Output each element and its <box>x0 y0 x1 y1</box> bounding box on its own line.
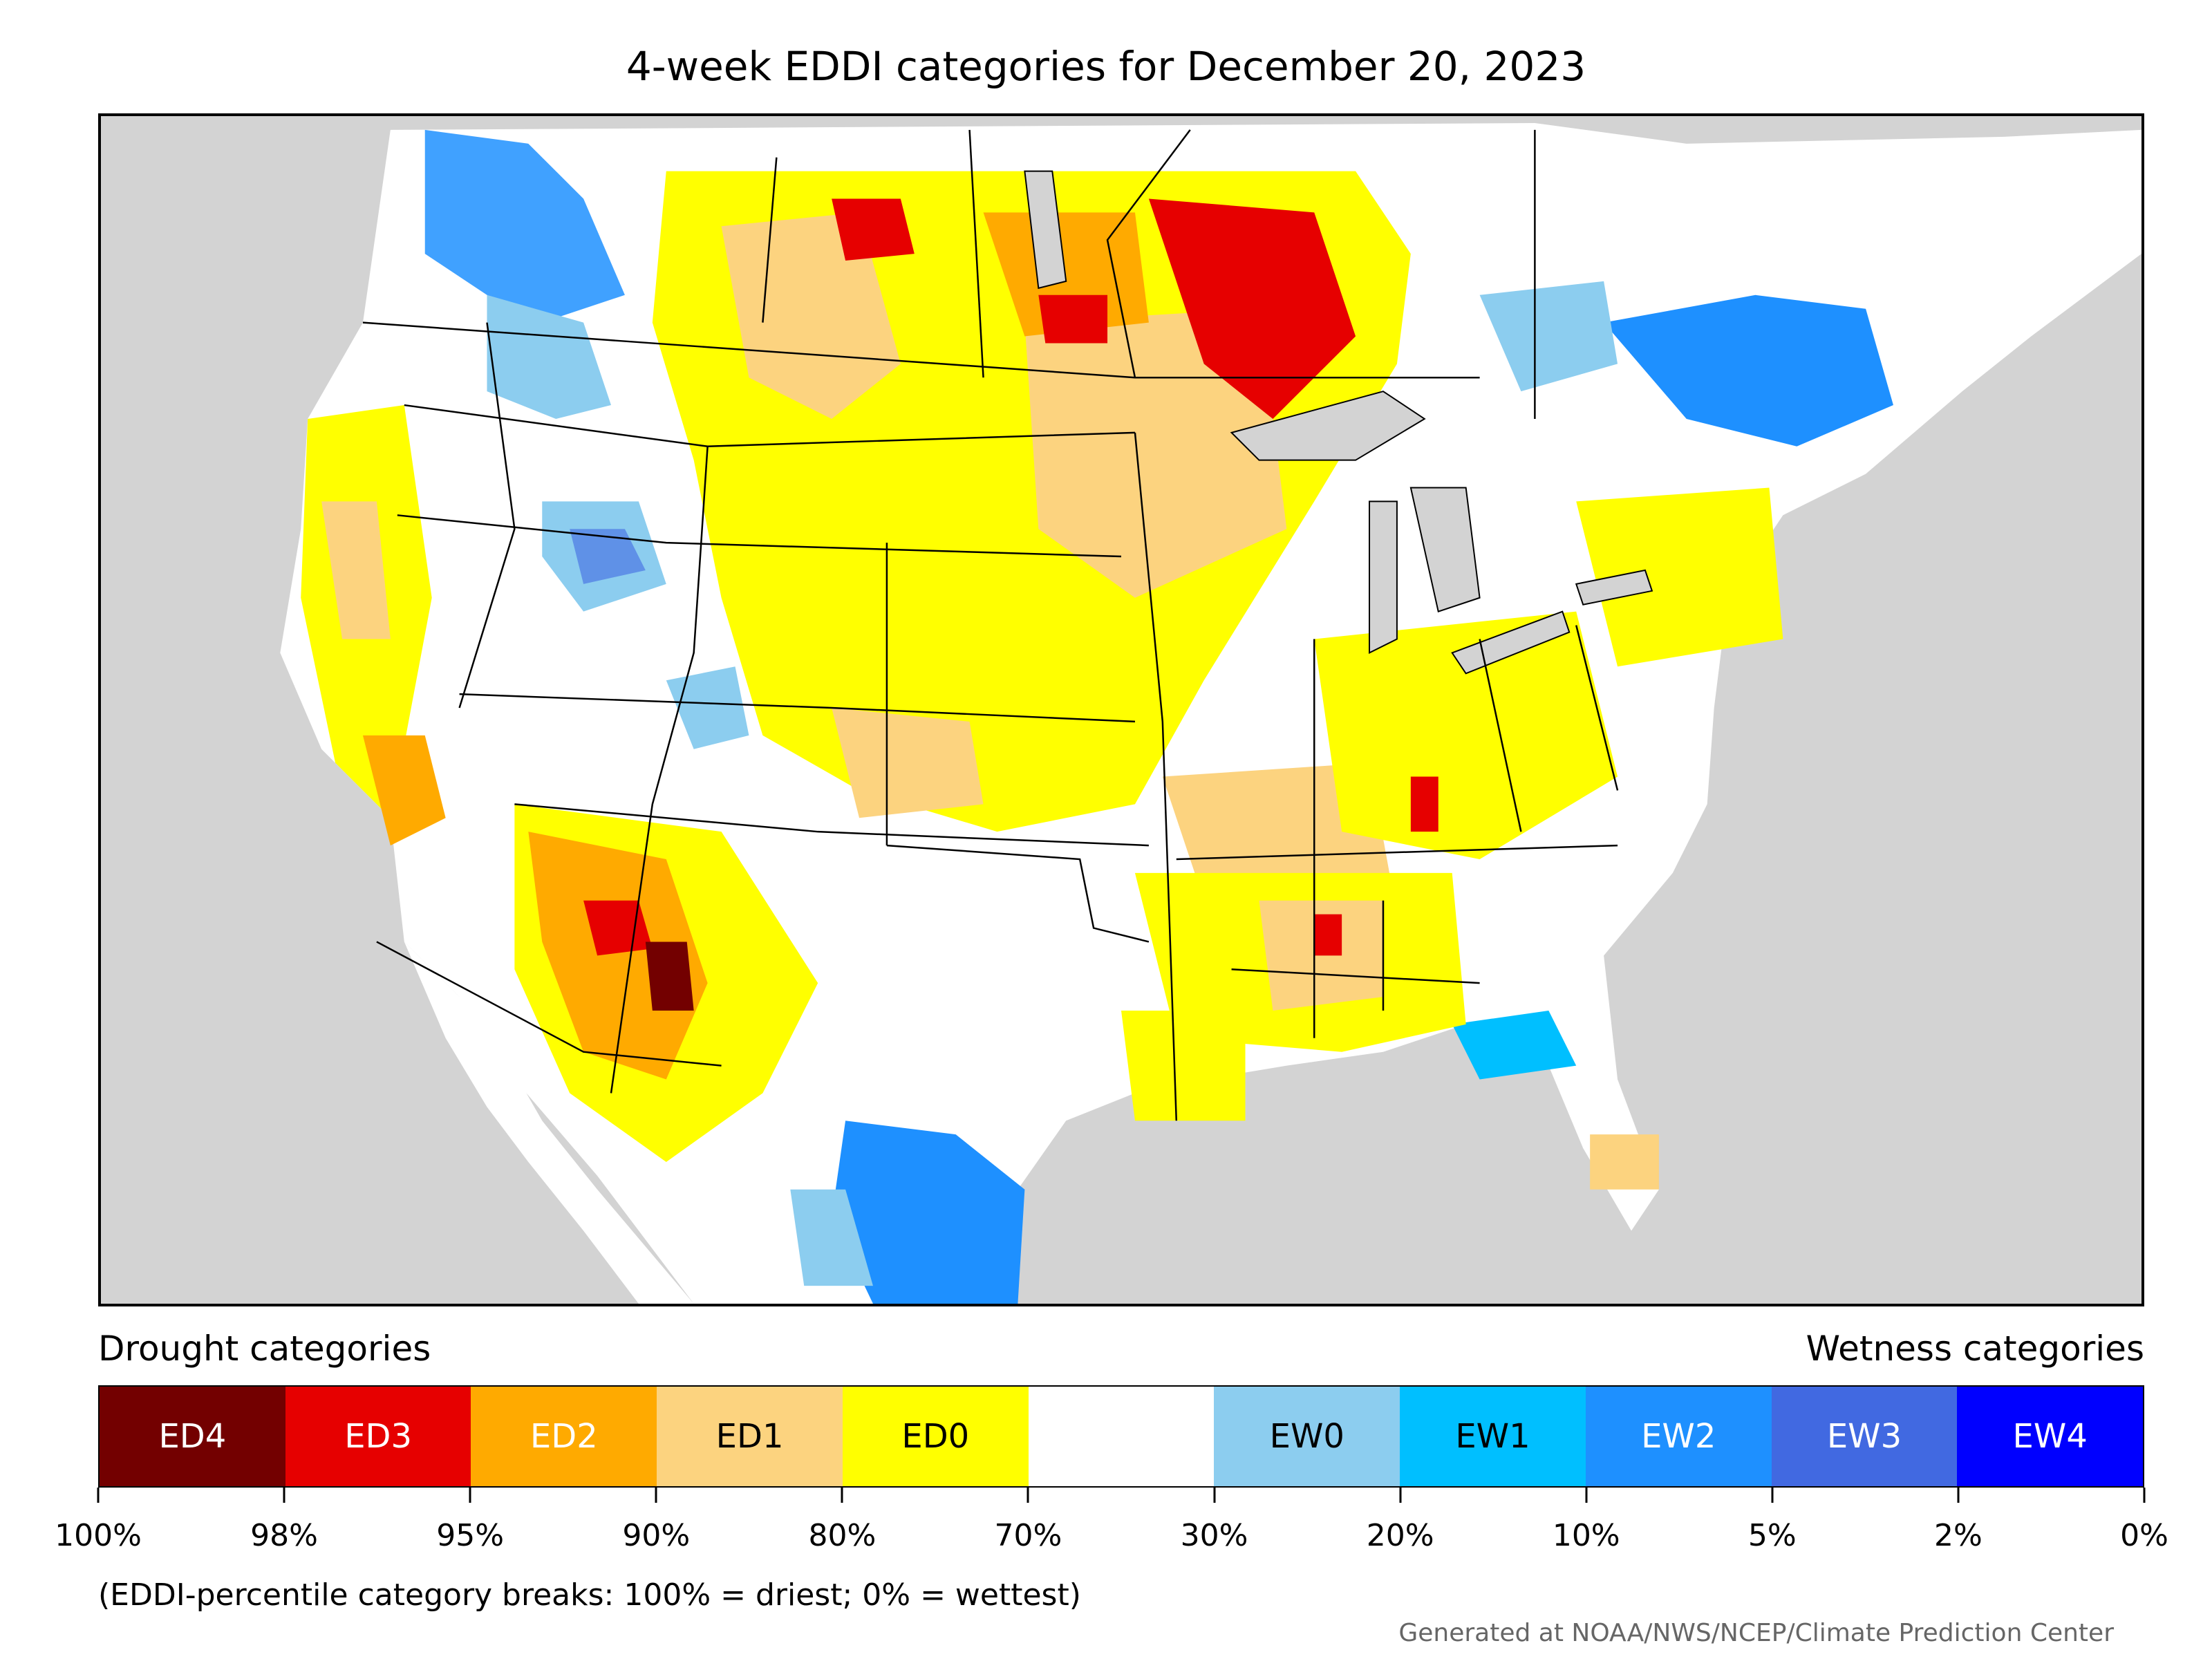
ed3-canada <box>1148 198 1356 419</box>
wetness-categories-label: Wetness categories <box>1806 1329 2144 1369</box>
colorbar-cell-ew2: EW2 <box>1585 1387 1772 1486</box>
colorbar-tick-label: 95% <box>436 1518 505 1553</box>
political-borders <box>362 129 1619 1121</box>
ed4-arizona <box>645 941 694 1011</box>
lake-michigan <box>1369 500 1398 654</box>
ew-idaho-2 <box>570 529 646 584</box>
colorbar-cell-ed3: ED3 <box>285 1387 471 1486</box>
credit-line: Generated at NOAA/NWS/NCEP/Climate Predi… <box>1398 1619 2114 1647</box>
ed3-kentucky <box>1410 776 1438 832</box>
ed0-new-england <box>1576 487 1783 667</box>
map-title: 4-week EDDI categories for December 20, … <box>626 43 1586 90</box>
colorbar-tick <box>1957 1488 1960 1503</box>
colorbar-tick <box>1027 1488 1029 1503</box>
colorbar-cell-ed1: ED1 <box>657 1387 843 1486</box>
colorbar-tick <box>655 1488 657 1503</box>
colorbar-tick <box>841 1488 843 1503</box>
colorbar-cell-ew1: EW1 <box>1400 1387 1586 1486</box>
colorbar-tick <box>469 1488 471 1503</box>
ed1-west-coast <box>321 501 391 639</box>
colorbar-tick <box>283 1488 285 1503</box>
colorbar-tick-label: 20% <box>1366 1518 1434 1553</box>
colorbar-tick-label: 80% <box>808 1518 877 1553</box>
map-panel <box>98 113 2144 1306</box>
colorbar-cell-ed0: ED0 <box>842 1387 1029 1486</box>
mexico-land <box>404 941 694 1304</box>
eddi-map <box>280 122 2141 1304</box>
colorbar-tick-label: 0% <box>2120 1518 2168 1553</box>
colorbar-tick <box>1771 1488 1774 1503</box>
ed0-ohio-valley <box>1314 611 1618 859</box>
colorbar-tick-label: 70% <box>994 1518 1062 1553</box>
ed1-northern-plains <box>721 212 901 419</box>
lake-huron <box>1409 487 1481 612</box>
lake-erie <box>1451 610 1571 675</box>
colorbar-cell-ew3: EW3 <box>1771 1387 1958 1486</box>
colorbar-cell-ed2: ED2 <box>471 1387 657 1486</box>
colorbar-tick <box>2143 1488 2146 1503</box>
colorbar-tick-label: 2% <box>1934 1518 1983 1553</box>
colorbar-tick <box>1399 1488 1402 1503</box>
colorbar-cell-normal <box>1028 1387 1215 1486</box>
ed0-texas-coast <box>1121 1010 1246 1121</box>
colorbar-tick <box>1213 1488 1216 1503</box>
ew-gulf <box>1452 1010 1577 1080</box>
ew-pacific-northwest <box>424 129 625 323</box>
ew-texas <box>832 1121 1025 1304</box>
ed3-mb <box>1038 294 1108 344</box>
colorbar-tick <box>1585 1488 1588 1503</box>
lake-superior <box>1230 391 1426 461</box>
colorbar-tick-label: 100% <box>55 1518 142 1553</box>
colorbar-tick-label: 98% <box>250 1518 318 1553</box>
ew-northeast <box>1604 294 1893 447</box>
ed1-kansas <box>832 708 984 818</box>
ed3-saskatchewan <box>832 198 915 261</box>
colorbar-cell-ew0: EW0 <box>1214 1387 1400 1486</box>
ew-colorado <box>666 666 749 749</box>
ed1-florida <box>1590 1134 1659 1190</box>
colorbar-tick-label: 30% <box>1180 1518 1248 1553</box>
ed1-midwest <box>1024 308 1287 598</box>
colorbar-tick-label: 90% <box>622 1518 691 1553</box>
ed3-arizona <box>583 900 653 956</box>
category-note: (EDDI-percentile category breaks: 100% =… <box>98 1577 1081 1613</box>
colorbar-cell-ew4: EW4 <box>1957 1387 2144 1486</box>
ed2-arizona <box>528 832 708 1080</box>
colorbar-tick <box>97 1488 100 1503</box>
ew-northeast-light <box>1479 281 1618 392</box>
lake-ontario <box>1575 569 1653 606</box>
category-colorbar: ED4 ED3 ED2 ED1 ED0 EW0 EW1 EW2 EW3 EW4 <box>98 1385 2144 1488</box>
colorbar-cell-ed4: ED4 <box>100 1387 285 1486</box>
ed3-mississippi <box>1314 914 1342 956</box>
colorbar-tick-label: 10% <box>1552 1518 1620 1553</box>
ew-pnw-light <box>487 294 611 419</box>
ew-texas-light <box>790 1189 873 1286</box>
drought-categories-label: Drought categories <box>98 1329 431 1369</box>
lake-winnipeg <box>1024 170 1067 290</box>
colorbar-ticks <box>97 1488 2146 1508</box>
colorbar-tick-label: 5% <box>1747 1518 1797 1553</box>
